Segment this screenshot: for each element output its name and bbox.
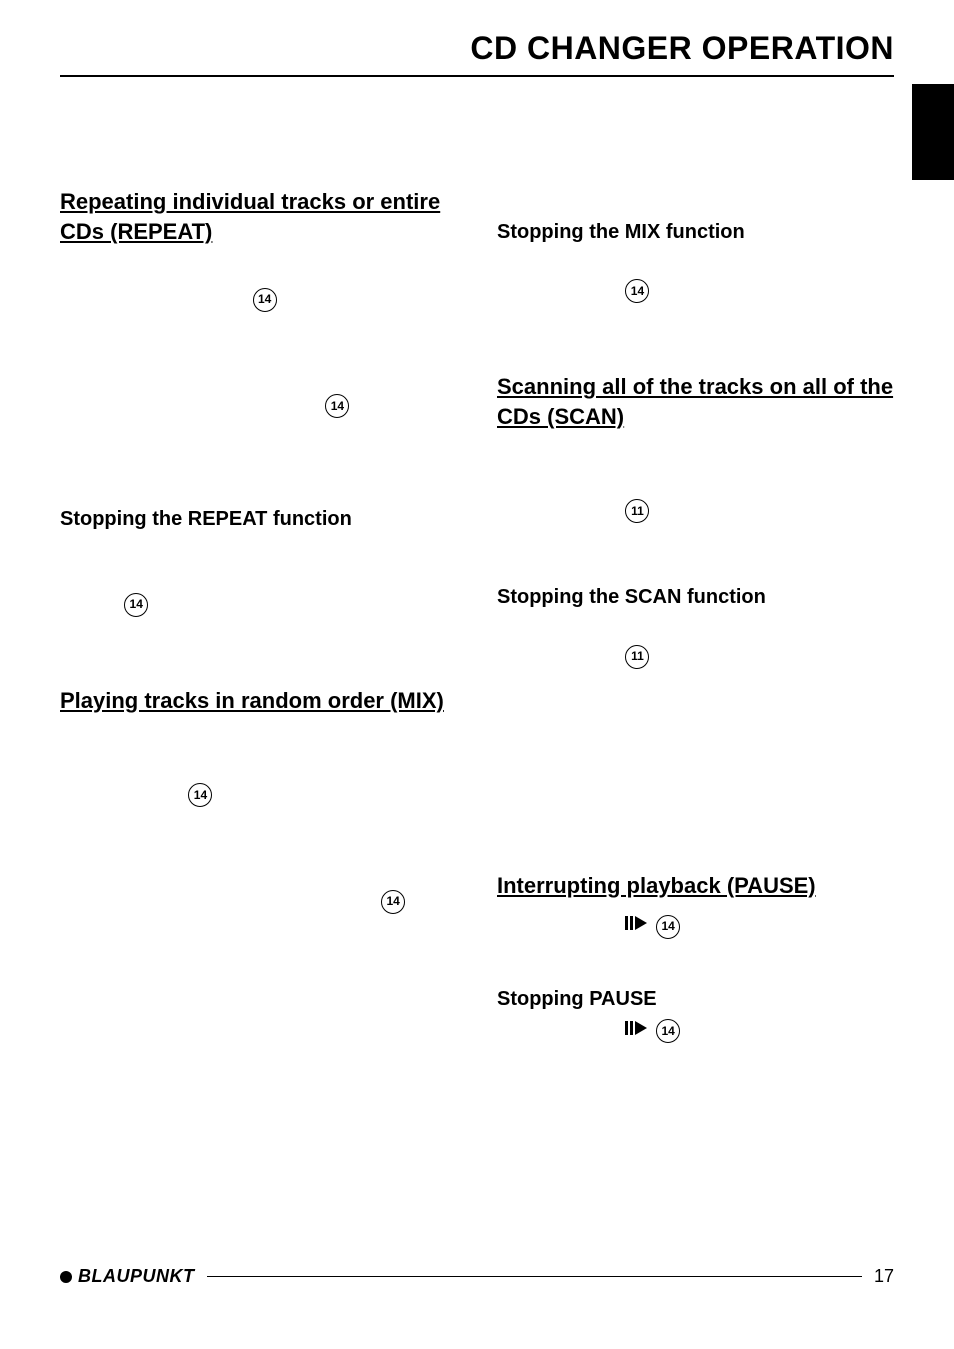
- button-ref-icon: 11: [625, 645, 649, 669]
- body-text: xxxxxxx xxxxxxx: [60, 566, 457, 591]
- body-text: xxxxxxx xxxxxxx xxxxxxx xxxxxxx xxxxxxx: [60, 314, 457, 339]
- button-ref-icon: 14: [656, 1019, 680, 1043]
- body-text: xxxxxxx xxxxxxx xxxxxxx xxxxxxx: [60, 619, 457, 644]
- button-ref-icon: 14: [625, 279, 649, 303]
- page-footer: BLAUPUNKT 17: [60, 1266, 894, 1287]
- brand-logo: BLAUPUNKT: [60, 1266, 195, 1287]
- body-text: xxxxxxx xxxxxxx xxxxxxx: [60, 447, 457, 472]
- play-pause-icon: [625, 1019, 647, 1044]
- body-text: xxxxxxx xxxxxxx xxxxxxx xxxxxxx: [60, 836, 457, 861]
- button-ref-icon: 14: [188, 783, 212, 807]
- body-text: xxxxxxx xxxxxxx xxxxxxx 14 xxxxxxx: [60, 287, 457, 312]
- brand-text: BLAUPUNKT: [78, 1266, 195, 1287]
- body-text: xxxxxxx xxxxxxx xxxxxxx xxxxxxx xxxxxxx: [60, 421, 457, 446]
- subsection-stop-mix-title: Stopping the MIX function: [497, 221, 894, 244]
- brand-dot-icon: [60, 1271, 72, 1283]
- body-text: xxxxxxx: [497, 1046, 894, 1071]
- side-tab: [912, 84, 954, 180]
- page-number: 17: [874, 1266, 894, 1287]
- body-text: xxxxxxx xxxxxxx xxxxxxx xxxxxxx: [497, 941, 894, 966]
- subsection-stop-pause-title: Stopping PAUSE: [497, 988, 894, 1011]
- body-text: xxxxxxx xxxxxxx 11 xxxxxxx xxxxxxx: [497, 499, 894, 524]
- body-text: xxxxxxx xxxxxxx xxxxxxx xxxxxxx xxxxxxx: [497, 445, 894, 470]
- body-text: xxxxxxx: [60, 916, 457, 941]
- body-text: xxxxxxx 14 xxxxxxx xxxxxxx xxxxxxx: [60, 592, 457, 617]
- body-text: xxxxxxx xxxxxxx xxxxxxx xxxxxxx xxxxxxx …: [60, 889, 457, 914]
- body-text: xxxxxxx xxxxxxx: [497, 472, 894, 497]
- button-ref-icon: 14: [381, 890, 405, 914]
- footer-rule: [207, 1276, 862, 1277]
- body-text: xxxxxxx xxxxxxx xxxxxxx xxxxxxx xxxxxxx: [60, 729, 457, 754]
- subsection-stop-repeat-title: Stopping the REPEAT function: [60, 508, 457, 531]
- body-text: xxxxxxx xxxxxxx 14 xxxxxxx xxxxxxx: [497, 279, 894, 304]
- body-text: xxxxxxx xxxxxxx xxxxxxx xxxxxxx: [60, 863, 457, 888]
- button-ref-icon: 14: [656, 915, 680, 939]
- body-text: xxxxxxx xxxxxxx xxxxxxx: [497, 804, 894, 829]
- body-text: xxxxxxx xxxxxxx xxxxxxx xxxxxxx xxxxxxx: [60, 809, 457, 834]
- body-text: xxxxxxx xxxxxxx xxxxxxx xxxxxxx: [497, 777, 894, 802]
- header-rule: [60, 75, 894, 77]
- body-text: xxxxxxx xxxxxxx 14 xxxxxxx: [60, 783, 457, 808]
- section-pause-title: Interrupting playback (PAUSE): [497, 871, 894, 901]
- page-header: CD CHANGER OPERATION: [60, 0, 894, 67]
- content-columns: Repeating individual tracks or entire CD…: [60, 187, 894, 1099]
- body-text: xxxxxxx xxxxxxx xxxxxxx xxxxxxx xxxxxxx: [497, 305, 894, 330]
- body-text: xxxxxxx xxxxxxx 14 xxxxxxx xxxxxxx: [497, 1019, 894, 1044]
- button-ref-icon: 11: [625, 499, 649, 523]
- body-text: xxxxxxx xxxxxxx xxxxxxx: [60, 367, 457, 392]
- body-text: xxxxxxx: [497, 724, 894, 749]
- right-column: Stopping the MIX function xxxxxxx xxxxxx…: [497, 187, 894, 1099]
- page-title: CD CHANGER OPERATION: [60, 30, 894, 67]
- subsection-stop-scan-title: Stopping the SCAN function: [497, 586, 894, 609]
- section-mix-title: Playing tracks in random order (MIX): [60, 686, 457, 716]
- button-ref-icon: 14: [253, 288, 277, 312]
- play-pause-icon: [625, 914, 647, 939]
- body-text: xxxxxxx xxxxxxx xxxxxxx xxxxxxx: [60, 539, 457, 564]
- body-text: xxxxxxx xxxxxxx xxxxxxx: [497, 1072, 894, 1097]
- button-ref-icon: 14: [325, 394, 349, 418]
- body-text: xxxxxxx xxxxxxx xxxxxxx xxxxxxx: [60, 340, 457, 365]
- body-text: xxxxxxx xxxxxxx xxxxxxx: [497, 697, 894, 722]
- body-text: xxxxxxx xxxxxxx xxxxxxx: [497, 252, 894, 277]
- body-text: xxxxxxx xxxxxxx xxxxxxx xxxxxxx: [497, 617, 894, 642]
- button-ref-icon: 14: [124, 593, 148, 617]
- body-text: xxxxxxx xxxxxxx xxxxxxx xxxxxxx: [60, 260, 457, 285]
- body-text: xxxxxxx xxxxxxx 11 xxxxxxx: [497, 644, 894, 669]
- section-scan-title: Scanning all of the tracks on all of the…: [497, 372, 894, 431]
- left-column: Repeating individual tracks or entire CD…: [60, 187, 457, 1099]
- body-text: xxxxxxx xxxxxxx 14: [497, 914, 894, 939]
- body-text: xxxxxxx xxxxxxx xxxxxxx xxxxxxxx 14 xxxx: [60, 394, 457, 419]
- body-text: xxxxxxx xxxxxxx xxxxxxx xxxxxxx xxxxxxx: [497, 751, 894, 776]
- page-root: CD CHANGER OPERATION Repeating individua…: [0, 0, 954, 1349]
- body-text: xxxxxxx xxxxxxx xxxxxxx: [60, 756, 457, 781]
- body-text: xxxxxxx xxxxxxx xxxxxxx xxxxxxx xxxxxxx: [60, 943, 457, 968]
- body-text: xxxxxxx xxxxxxx xxxxxxx: [60, 969, 457, 994]
- body-text: xxxxxxx xxxxxxx xxxxxxx xxxxxxx xxxxxxx: [497, 671, 894, 696]
- section-repeat-title: Repeating individual tracks or entire CD…: [60, 187, 457, 246]
- body-text: xxxxxxx xxxxxxx xxxxxxx: [497, 526, 894, 551]
